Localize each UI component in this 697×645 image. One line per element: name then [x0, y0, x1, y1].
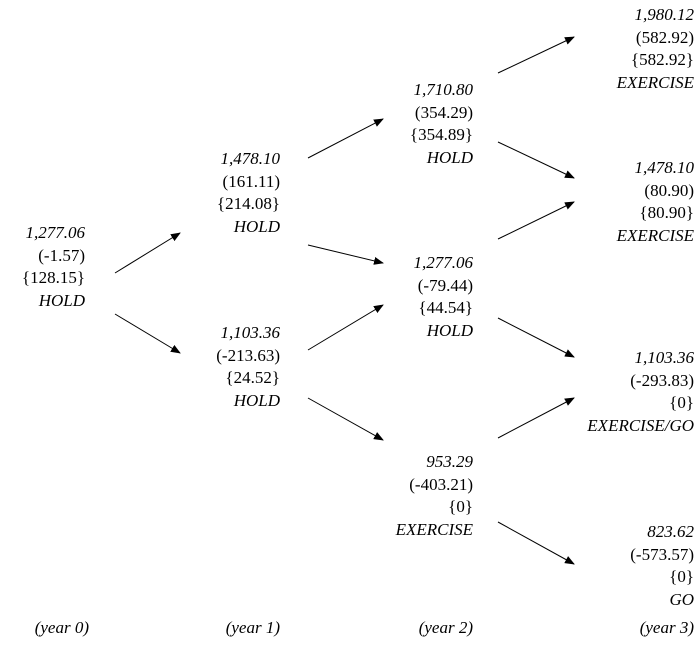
node-action: EXERCISE — [395, 519, 473, 539]
arrow-y0-up — [114, 232, 181, 274]
node-year1-1: 1,103.36 (-213.63) {24.52} HOLD — [216, 322, 280, 412]
node-third-value: {214.08} — [216, 194, 280, 213]
node-year2-0: 1,710.80 (354.29) {354.89} HOLD — [410, 79, 473, 169]
node-second-value: (-573.57) — [630, 544, 694, 564]
node-year3-0: 1,980.12 (582.92) {582.92} EXERCISE — [617, 4, 694, 94]
node-action: GO — [669, 589, 694, 609]
node-action: HOLD — [233, 216, 280, 236]
node-second-value: (-293.83) — [630, 370, 694, 390]
node-year3-1: 1,478.10 (80.90) {80.90} EXERCISE — [617, 157, 694, 247]
year-label-2: (year 2) — [418, 618, 473, 637]
node-second-value: (-403.21) — [409, 474, 473, 494]
node-value: 1,478.10 — [634, 158, 695, 177]
node-action: HOLD — [426, 147, 473, 167]
node-third-value: {80.90} — [639, 203, 694, 222]
node-value: 1,277.06 — [25, 223, 86, 242]
node-value: 1,103.36 — [634, 348, 695, 367]
node-third-value: {354.89} — [409, 125, 473, 144]
node-second-value: (161.11) — [222, 171, 280, 191]
node-action: EXERCISE — [616, 72, 694, 92]
node-value: 1,478.10 — [220, 149, 281, 168]
arrow-y1n0-down — [307, 244, 384, 265]
node-third-value: {582.92} — [630, 50, 694, 69]
node-third-value: {0} — [448, 497, 473, 516]
node-year0-0: 1,277.06 (-1.57) {128.15} HOLD — [22, 222, 85, 312]
node-second-value: (-1.57) — [38, 245, 85, 265]
node-second-value: (354.29) — [414, 102, 473, 122]
arrow-y2n0-down — [497, 141, 575, 179]
arrow-y1n0-up — [307, 118, 384, 159]
node-value: 1,277.06 — [413, 253, 474, 272]
node-year3-3: 823.62 (-573.57) {0} GO — [630, 521, 694, 611]
node-action: EXERCISE — [616, 225, 694, 245]
arrow-y0-down — [114, 313, 181, 354]
node-third-value: {0} — [669, 393, 694, 412]
node-second-value: (-213.63) — [216, 345, 280, 365]
node-second-value: (80.90) — [644, 180, 694, 200]
node-third-value: {44.54} — [418, 298, 473, 317]
year-label-3: (year 3) — [639, 618, 694, 637]
node-year1-0: 1,478.10 (161.11) {214.08} HOLD — [217, 148, 280, 238]
node-third-value: {24.52} — [225, 368, 280, 387]
arrow-y1n1-up — [307, 304, 384, 351]
node-third-value: {0} — [669, 567, 694, 586]
arrow-y2n1-up — [497, 201, 575, 240]
arrow-y2n2-down — [497, 521, 575, 565]
node-year2-1: 1,277.06 (-79.44) {44.54} HOLD — [414, 252, 474, 342]
year-label-1: (year 1) — [225, 618, 280, 637]
node-year2-2: 953.29 (-403.21) {0} EXERCISE — [396, 451, 473, 541]
node-second-value: (582.92) — [635, 27, 694, 47]
node-value: 823.62 — [647, 522, 694, 541]
node-action: EXERCISE/GO — [587, 415, 694, 435]
arrow-y2n1-down — [497, 317, 575, 358]
node-action: HOLD — [38, 290, 85, 310]
arrow-y1n1-down — [307, 397, 384, 441]
arrow-y2n0-up — [497, 36, 575, 74]
node-second-value: (-79.44) — [417, 275, 473, 295]
node-value: 1,710.80 — [413, 80, 474, 99]
node-value: 953.29 — [426, 452, 473, 471]
node-value: 1,103.36 — [220, 323, 281, 342]
node-value: 1,980.12 — [634, 5, 695, 24]
node-action: HOLD — [233, 390, 280, 410]
arrow-y2n2-up — [497, 397, 575, 439]
node-third-value: {128.15} — [21, 268, 85, 287]
node-action: HOLD — [426, 320, 473, 340]
year-label-0: (year 0) — [34, 618, 89, 637]
node-year3-2: 1,103.36 (-293.83) {0} EXERCISE/GO — [587, 347, 694, 437]
